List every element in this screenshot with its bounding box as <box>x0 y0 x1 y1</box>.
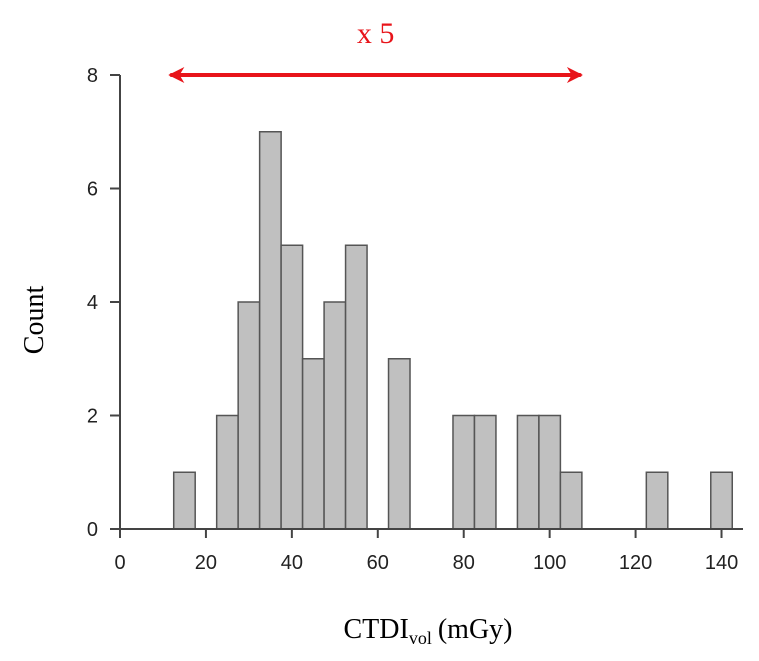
x-tick-label: 20 <box>195 552 217 574</box>
x-axis-label-main: CTDI <box>344 614 409 645</box>
y-tick-label: 4 <box>87 292 98 314</box>
x-tick-label: 120 <box>619 552 652 574</box>
bars-layer <box>172 131 734 530</box>
y-tick-label: 2 <box>87 406 98 428</box>
x-axis-label-unit: (mGy) <box>438 614 513 645</box>
histogram-bar <box>645 471 669 530</box>
x-tick-label: 40 <box>281 552 303 574</box>
x-tick-label: 0 <box>114 552 125 574</box>
histogram-bar <box>323 301 347 530</box>
range-annotation: x 5 <box>357 17 395 50</box>
x-axis-ticks: 0 20 40 60 80 100 120 140 <box>114 529 738 574</box>
histogram-bar <box>538 414 562 530</box>
histogram-bar <box>473 414 497 530</box>
x-tick-label: 60 <box>367 552 389 574</box>
histogram-bar <box>258 131 282 530</box>
histogram-bar <box>516 414 540 530</box>
histogram-bar <box>710 471 734 530</box>
x-tick-label: 100 <box>533 552 566 574</box>
y-tick-label: 6 <box>87 179 98 201</box>
y-tick-label: 0 <box>87 519 98 541</box>
y-axis-ticks: 0 2 4 6 8 <box>87 65 120 541</box>
histogram-bar <box>280 244 304 530</box>
x-axis-label-subscript: vol <box>409 628 432 648</box>
histogram-bar <box>387 358 411 530</box>
x-tick-label: 140 <box>705 552 738 574</box>
histogram-bar <box>559 471 583 530</box>
histogram-bar <box>301 358 325 530</box>
y-tick-label: 8 <box>87 65 98 87</box>
y-axis-label: Count <box>19 286 50 355</box>
histogram-bar <box>344 244 368 530</box>
histogram-bar <box>215 414 239 530</box>
histogram-bar <box>452 414 476 530</box>
histogram-bar <box>237 301 261 530</box>
x-tick-label: 80 <box>453 552 475 574</box>
histogram-bar <box>172 471 196 530</box>
x-axis-label: CTDIvol (mGy) <box>344 614 513 648</box>
